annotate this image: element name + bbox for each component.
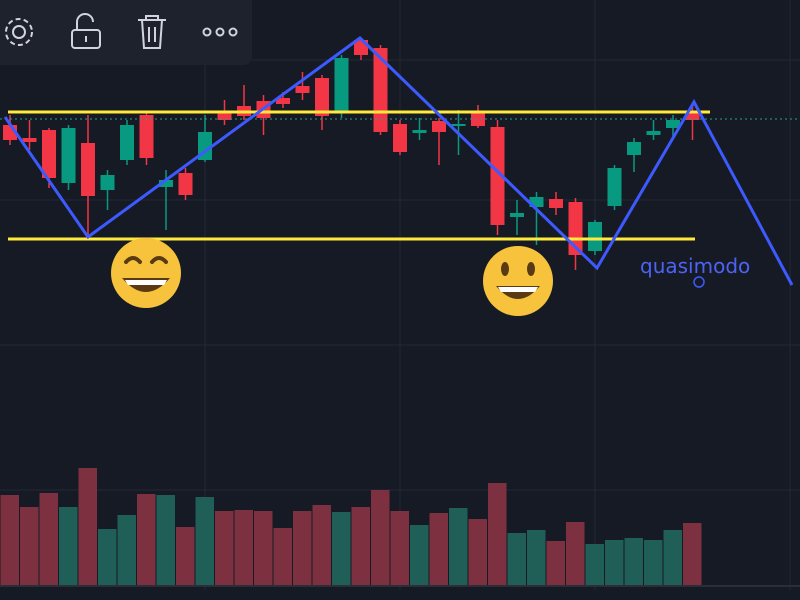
candle-body: [139, 115, 154, 158]
annotation[interactable]: quasimodo: [640, 254, 750, 278]
volume-bar: [98, 529, 117, 585]
volume-bar: [566, 522, 585, 585]
candle-body: [471, 113, 485, 126]
grin-emoji: [111, 238, 181, 308]
volume-bar: [546, 541, 565, 585]
volume-bar: [312, 505, 331, 585]
volume-bar: [429, 513, 448, 585]
volume-bar: [215, 511, 234, 585]
volume-bar: [410, 525, 429, 585]
candle-body: [666, 120, 680, 128]
candle-body: [529, 197, 544, 207]
volume-bar: [195, 497, 214, 585]
volume-bar: [293, 511, 312, 585]
candle-body: [607, 168, 622, 206]
volume-bar: [663, 530, 682, 585]
candle-body: [685, 112, 700, 120]
toolbar: [0, 0, 252, 65]
unlock-button[interactable]: [71, 13, 101, 49]
candle-body: [451, 124, 466, 126]
volume-bar: [176, 527, 195, 585]
volume-bar: [468, 519, 487, 585]
volume-bar: [0, 495, 19, 585]
volume-bar: [351, 507, 370, 585]
volume-bar: [273, 528, 292, 585]
settings-button[interactable]: [5, 18, 33, 46]
candle-body: [393, 124, 407, 152]
volume-bar: [390, 511, 409, 585]
candle-body: [159, 180, 173, 187]
more-button[interactable]: [202, 27, 238, 37]
candle-body: [588, 222, 602, 251]
candle-body: [490, 127, 505, 225]
volume-bar: [59, 507, 78, 585]
volume-bar: [488, 483, 507, 585]
candle-body: [81, 143, 95, 196]
volume-bar: [332, 512, 351, 585]
candle-body: [295, 86, 310, 93]
volume-bar: [507, 533, 526, 585]
candle-body: [412, 130, 427, 133]
candle-body: [61, 128, 76, 183]
candle-body: [510, 213, 524, 217]
volume-bar: [156, 495, 175, 585]
candle-body: [549, 199, 563, 208]
candle-body: [22, 138, 37, 142]
candle-body: [432, 121, 446, 132]
candle-body: [315, 78, 329, 116]
anchor-handle[interactable]: [693, 276, 705, 288]
volume-bar: [683, 523, 702, 585]
candle-body: [646, 131, 661, 135]
volume-bar: [20, 507, 39, 585]
candle-body: [217, 112, 232, 120]
volume-bar: [39, 493, 58, 585]
candle-body: [334, 58, 349, 112]
volume-bar: [527, 530, 546, 585]
candle-body: [100, 175, 115, 190]
candle-body: [178, 173, 193, 195]
volume-bar: [254, 511, 273, 585]
volume-bar: [137, 494, 156, 585]
zigzag-drawing[interactable]: [3, 36, 794, 286]
candle-body: [120, 125, 134, 160]
candle-body: [42, 130, 56, 178]
volume-bar: [624, 538, 643, 585]
candle-body: [627, 142, 641, 155]
volume-bar: [117, 515, 136, 585]
volume-bar: [234, 510, 253, 585]
candle-body: [276, 98, 290, 104]
volume-bar: [644, 540, 663, 585]
delete-button[interactable]: [138, 15, 166, 49]
volume-bar: [449, 508, 468, 585]
volume-bar: [585, 544, 604, 585]
volume-bar: [78, 468, 97, 585]
volume-bar: [605, 540, 624, 585]
smile-emoji: [483, 246, 553, 316]
volume-pane: [0, 468, 702, 585]
volume-bar: [371, 490, 390, 585]
